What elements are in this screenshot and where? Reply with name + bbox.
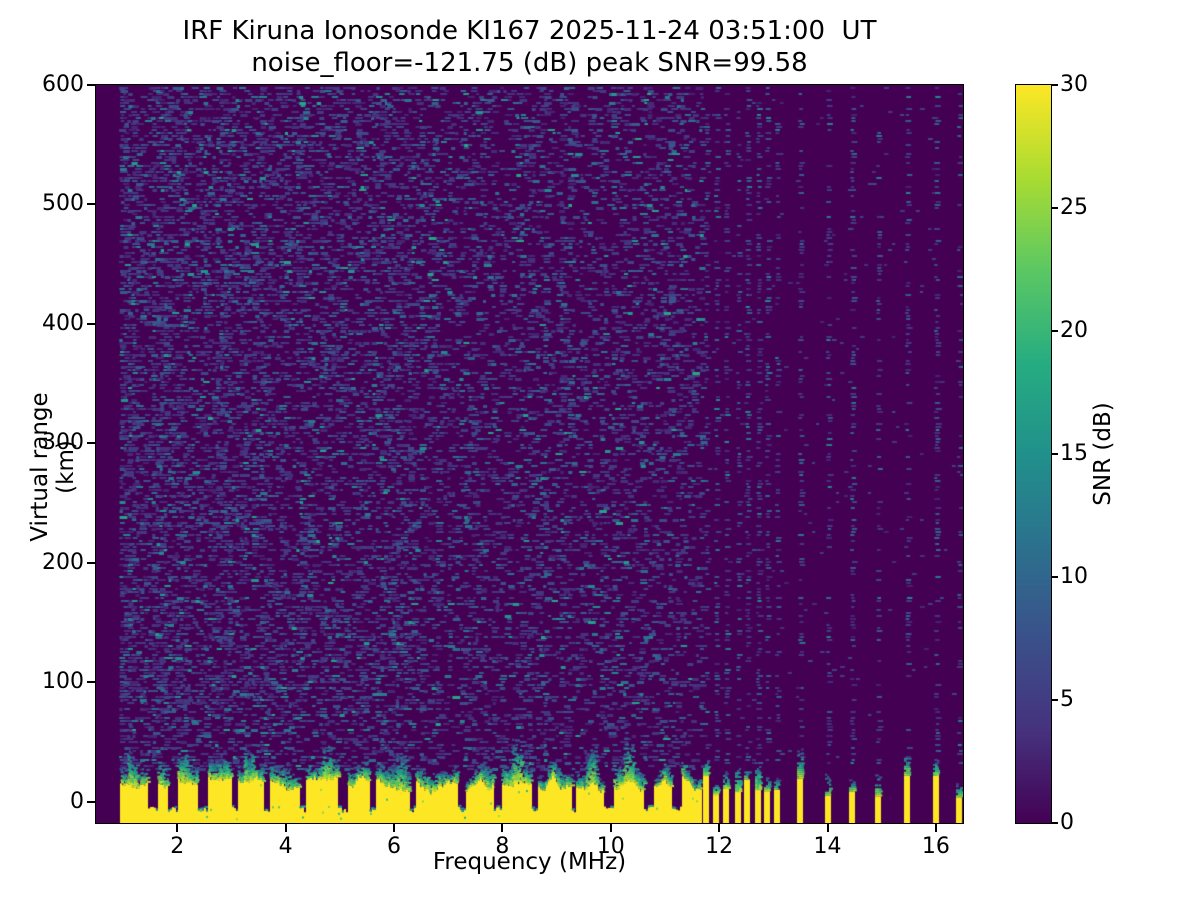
ionogram-heatmap <box>96 85 963 823</box>
x-tick <box>718 823 721 832</box>
colorbar-tick <box>1051 576 1058 578</box>
colorbar-tick-label: 5 <box>1060 687 1074 712</box>
y-tick-label: 100 <box>42 669 84 695</box>
y-axis-label: Virtual range (km) <box>27 392 79 542</box>
x-tick <box>284 823 287 832</box>
x-tick-label: 14 <box>813 834 842 859</box>
x-tick <box>176 823 179 832</box>
x-tick <box>826 823 829 832</box>
colorbar-tick <box>1051 822 1058 824</box>
colorbar-tick-label: 20 <box>1060 318 1088 343</box>
y-tick <box>87 561 96 564</box>
chart-title: IRF Kiruna Ionosonde KI167 2025-11-24 03… <box>182 16 877 46</box>
x-tick-label: 10 <box>596 834 625 859</box>
y-tick-label: 400 <box>42 310 84 336</box>
x-tick-label: 12 <box>705 834 734 859</box>
x-tick-label: 2 <box>170 834 185 859</box>
chart-subtitle: noise_floor=-121.75 (dB) peak SNR=99.58 <box>251 48 808 78</box>
y-tick-label: 500 <box>42 191 84 217</box>
y-tick <box>87 442 96 445</box>
colorbar-tick-label: 0 <box>1060 810 1074 835</box>
y-tick <box>87 203 96 206</box>
colorbar-tick <box>1051 453 1058 455</box>
y-tick-label: 300 <box>42 430 84 456</box>
y-tick-label: 200 <box>42 549 84 575</box>
x-axis-label: Frequency (MHz) <box>432 849 627 875</box>
x-tick-label: 6 <box>387 834 402 859</box>
y-tick <box>87 84 96 86</box>
plot-border <box>95 84 964 824</box>
y-tick-label: 600 <box>42 72 84 97</box>
colorbar-tick <box>1051 699 1058 701</box>
colorbar-tick <box>1051 330 1058 332</box>
colorbar-tick <box>1051 84 1058 86</box>
y-tick <box>87 322 96 325</box>
colorbar-tick-label: 30 <box>1060 72 1088 97</box>
x-tick-label: 8 <box>495 834 510 859</box>
colorbar-border <box>1015 84 1052 824</box>
y-tick <box>87 800 96 803</box>
y-tick-label: 0 <box>70 788 84 814</box>
colorbar-tick-label: 10 <box>1060 564 1088 589</box>
colorbar-tick <box>1051 207 1058 209</box>
x-tick <box>501 823 504 832</box>
x-tick <box>609 823 612 832</box>
x-tick <box>934 823 937 832</box>
y-tick <box>87 681 96 684</box>
colorbar-gradient <box>1016 85 1051 823</box>
x-tick-label: 4 <box>278 834 293 859</box>
colorbar-tick-label: 15 <box>1060 441 1088 466</box>
x-tick-label: 16 <box>921 834 950 859</box>
colorbar-tick-label: 25 <box>1060 195 1088 220</box>
x-tick <box>393 823 396 832</box>
